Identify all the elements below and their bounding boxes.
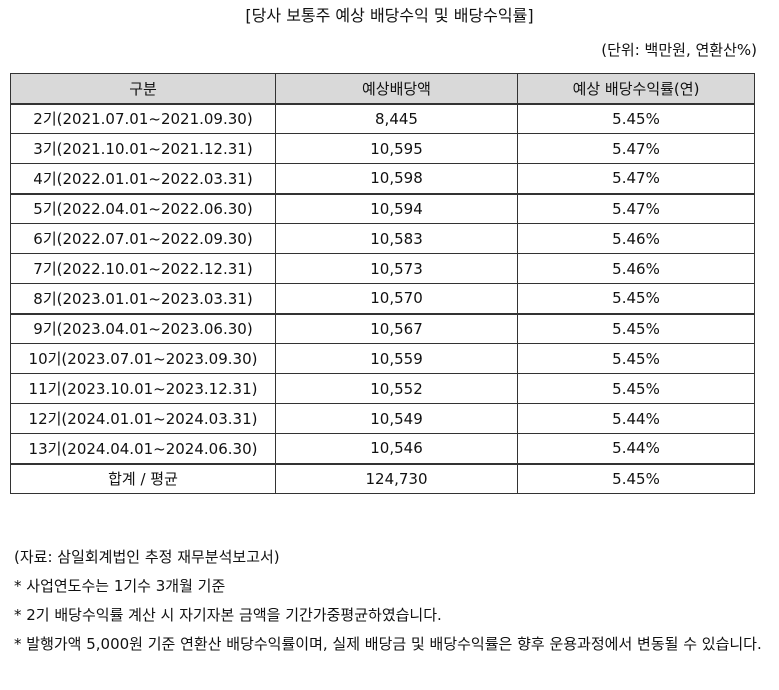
footnote-item: * 사업연도수는 1기수 3개월 기준: [14, 577, 226, 595]
cell-period: 12기(2024.01.01~2024.03.31): [10, 403, 276, 434]
unit-label: (단위: 백만원, 연환산%): [601, 41, 757, 59]
source-note: (자료: 삼일회계법인 추정 재무분석보고서): [14, 548, 280, 566]
cell-yield: 5.47%: [517, 193, 755, 224]
table-row: 9기(2023.04.01~2023.06.30) 10,567 5.45%: [10, 313, 755, 344]
table-row: 8기(2023.01.01~2023.03.31) 10,570 5.45%: [10, 283, 755, 315]
cell-amount: 10,583: [275, 223, 518, 254]
cell-period: 8기(2023.01.01~2023.03.31): [10, 283, 276, 315]
dividend-table: 구분 예상배당액 예상 배당수익률(연) 2기(2021.07.01~2021.…: [10, 73, 755, 494]
header-row: 구분 예상배당액 예상 배당수익률(연): [10, 73, 755, 105]
cell-period: 2기(2021.07.01~2021.09.30): [10, 103, 276, 134]
header-period: 구분: [10, 73, 276, 105]
cell-yield: 5.46%: [517, 253, 755, 284]
cell-period: 3기(2021.10.01~2021.12.31): [10, 133, 276, 164]
cell-yield: 5.45%: [517, 373, 755, 404]
footnotes: (자료: 삼일회계법인 추정 재무분석보고서) * 사업연도수는 1기수 3개월…: [14, 543, 764, 659]
average-yield: 5.45%: [517, 462, 755, 494]
cell-yield: 5.45%: [517, 283, 755, 315]
cell-yield: 5.46%: [517, 223, 755, 254]
cell-yield: 5.45%: [517, 313, 755, 344]
table-row: 7기(2022.10.01~2022.12.31) 10,573 5.46%: [10, 253, 755, 284]
cell-amount: 10,567: [275, 313, 518, 344]
cell-yield: 5.44%: [517, 403, 755, 434]
cell-yield: 5.45%: [517, 103, 755, 134]
cell-amount: 8,445: [275, 103, 518, 134]
table-row: 6기(2022.07.01~2022.09.30) 10,583 5.46%: [10, 223, 755, 254]
cell-period: 6기(2022.07.01~2022.09.30): [10, 223, 276, 254]
cell-period: 13기(2024.04.01~2024.06.30): [10, 433, 276, 464]
table-row: 13기(2024.04.01~2024.06.30) 10,546 5.44%: [10, 433, 755, 464]
cell-amount: 10,595: [275, 133, 518, 164]
cell-amount: 10,559: [275, 343, 518, 374]
table-row: 2기(2021.07.01~2021.09.30) 8,445 5.45%: [10, 103, 755, 134]
table-row: 12기(2024.01.01~2024.03.31) 10,549 5.44%: [10, 403, 755, 434]
table-row: 5기(2022.04.01~2022.06.30) 10,594 5.47%: [10, 193, 755, 224]
cell-period: 5기(2022.04.01~2022.06.30): [10, 193, 276, 224]
cell-yield: 5.44%: [517, 433, 755, 464]
total-row: 합계 / 평균 124,730 5.45%: [10, 462, 755, 494]
header-yield: 예상 배당수익률(연): [517, 73, 755, 105]
table-header: 구분 예상배당액 예상 배당수익률(연): [10, 73, 755, 105]
table-row: 11기(2023.10.01~2023.12.31) 10,552 5.45%: [10, 373, 755, 404]
table-row: 3기(2021.10.01~2021.12.31) 10,595 5.47%: [10, 133, 755, 164]
cell-yield: 5.47%: [517, 133, 755, 164]
cell-amount: 10,546: [275, 433, 518, 464]
cell-amount: 10,598: [275, 163, 518, 195]
total-label: 합계 / 평균: [10, 462, 276, 494]
table-row: 4기(2022.01.01~2022.03.31) 10,598 5.47%: [10, 163, 755, 195]
cell-period: 9기(2023.04.01~2023.06.30): [10, 313, 276, 344]
cell-amount: 10,594: [275, 193, 518, 224]
cell-period: 7기(2022.10.01~2022.12.31): [10, 253, 276, 284]
header-amount: 예상배당액: [275, 73, 518, 105]
table-row: 10기(2023.07.01~2023.09.30) 10,559 5.45%: [10, 343, 755, 374]
table-title: [당사 보통주 예상 배당수익 및 배당수익률]: [245, 6, 534, 25]
cell-yield: 5.45%: [517, 343, 755, 374]
cell-period: 4기(2022.01.01~2022.03.31): [10, 163, 276, 195]
table-body: 2기(2021.07.01~2021.09.30) 8,445 5.45% 3기…: [10, 103, 755, 494]
cell-amount: 10,552: [275, 373, 518, 404]
cell-amount: 10,573: [275, 253, 518, 284]
total-amount: 124,730: [275, 462, 518, 494]
cell-amount: 10,570: [275, 283, 518, 315]
cell-period: 11기(2023.10.01~2023.12.31): [10, 373, 276, 404]
footnote-item: * 2기 배당수익률 계산 시 자기자본 금액을 기간가중평균하였습니다.: [14, 606, 442, 624]
cell-yield: 5.47%: [517, 163, 755, 195]
cell-amount: 10,549: [275, 403, 518, 434]
footnote-item: * 발행가액 5,000원 기준 연환산 배당수익률이며, 실제 배당금 및 배…: [14, 635, 762, 653]
cell-period: 10기(2023.07.01~2023.09.30): [10, 343, 276, 374]
